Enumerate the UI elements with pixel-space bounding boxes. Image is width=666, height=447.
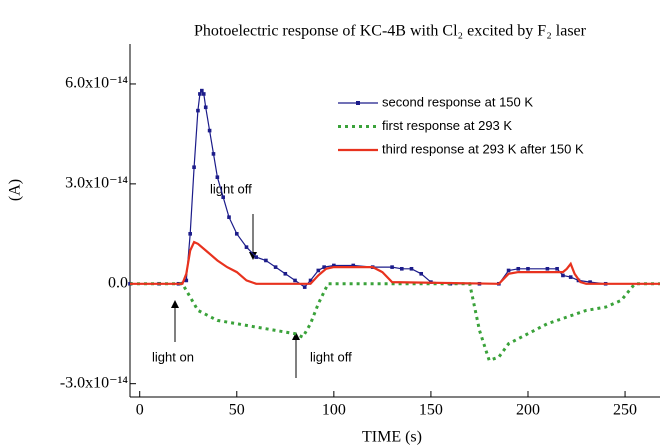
marker — [588, 280, 592, 284]
marker — [203, 105, 208, 110]
marker — [207, 128, 212, 133]
marker — [316, 268, 321, 273]
marker — [351, 263, 356, 268]
y-axis-label: (A) — [7, 179, 24, 201]
y-tick-label: -3.0x10⁻¹⁴ — [60, 374, 129, 391]
marker — [568, 275, 573, 279]
marker — [302, 285, 307, 289]
marker — [390, 265, 394, 269]
marker — [419, 271, 424, 276]
marker — [234, 232, 239, 236]
marker — [198, 92, 202, 96]
marker — [555, 266, 559, 271]
x-axis-label: TIME (s) — [362, 429, 422, 446]
marker — [215, 175, 220, 180]
marker — [561, 273, 565, 278]
marker — [254, 255, 258, 259]
series-line — [130, 89, 606, 288]
annotation: light off — [210, 181, 252, 196]
legend-label: third response at 293 K after 150 K — [382, 141, 584, 156]
marker — [264, 258, 268, 263]
y-tick-label: 3.0x10⁻¹⁴ — [65, 175, 128, 192]
marker — [293, 278, 297, 283]
marker — [308, 278, 313, 283]
marker — [399, 266, 404, 271]
y-tick-label: 0.0 — [108, 274, 128, 291]
legend-label: second response at 150 K — [382, 94, 533, 109]
marker — [227, 215, 231, 219]
x-tick-label: 200 — [516, 402, 540, 419]
annotation: light off — [310, 349, 352, 364]
x-tick-label: 50 — [229, 402, 245, 419]
marker — [244, 245, 249, 249]
marker — [188, 232, 192, 236]
x-tick-label: 0 — [136, 402, 144, 419]
annotation: light on — [152, 349, 194, 364]
marker — [283, 271, 288, 276]
marker — [273, 265, 278, 269]
series-line — [130, 240, 660, 285]
marker — [516, 266, 521, 271]
x-tick-label: 150 — [419, 402, 443, 419]
x-tick-label: 100 — [322, 402, 346, 419]
marker — [196, 108, 200, 113]
chart-title: Photoelectric response of KC-4B with Cl₂… — [194, 23, 587, 40]
marker — [506, 268, 511, 273]
marker — [221, 195, 225, 199]
y-tick-label: 6.0x10⁻¹⁴ — [65, 75, 128, 92]
series-line — [130, 282, 660, 363]
marker — [200, 88, 204, 93]
marker — [322, 265, 326, 269]
marker — [526, 266, 530, 271]
marker — [192, 165, 196, 170]
marker — [184, 278, 189, 283]
marker — [332, 263, 336, 268]
marker — [409, 266, 414, 271]
marker — [211, 152, 216, 156]
legend-marker — [356, 101, 360, 105]
legend-label: first response at 293 K — [382, 118, 512, 133]
x-tick-label: 250 — [613, 402, 637, 419]
marker — [545, 266, 550, 271]
marker — [201, 92, 206, 96]
